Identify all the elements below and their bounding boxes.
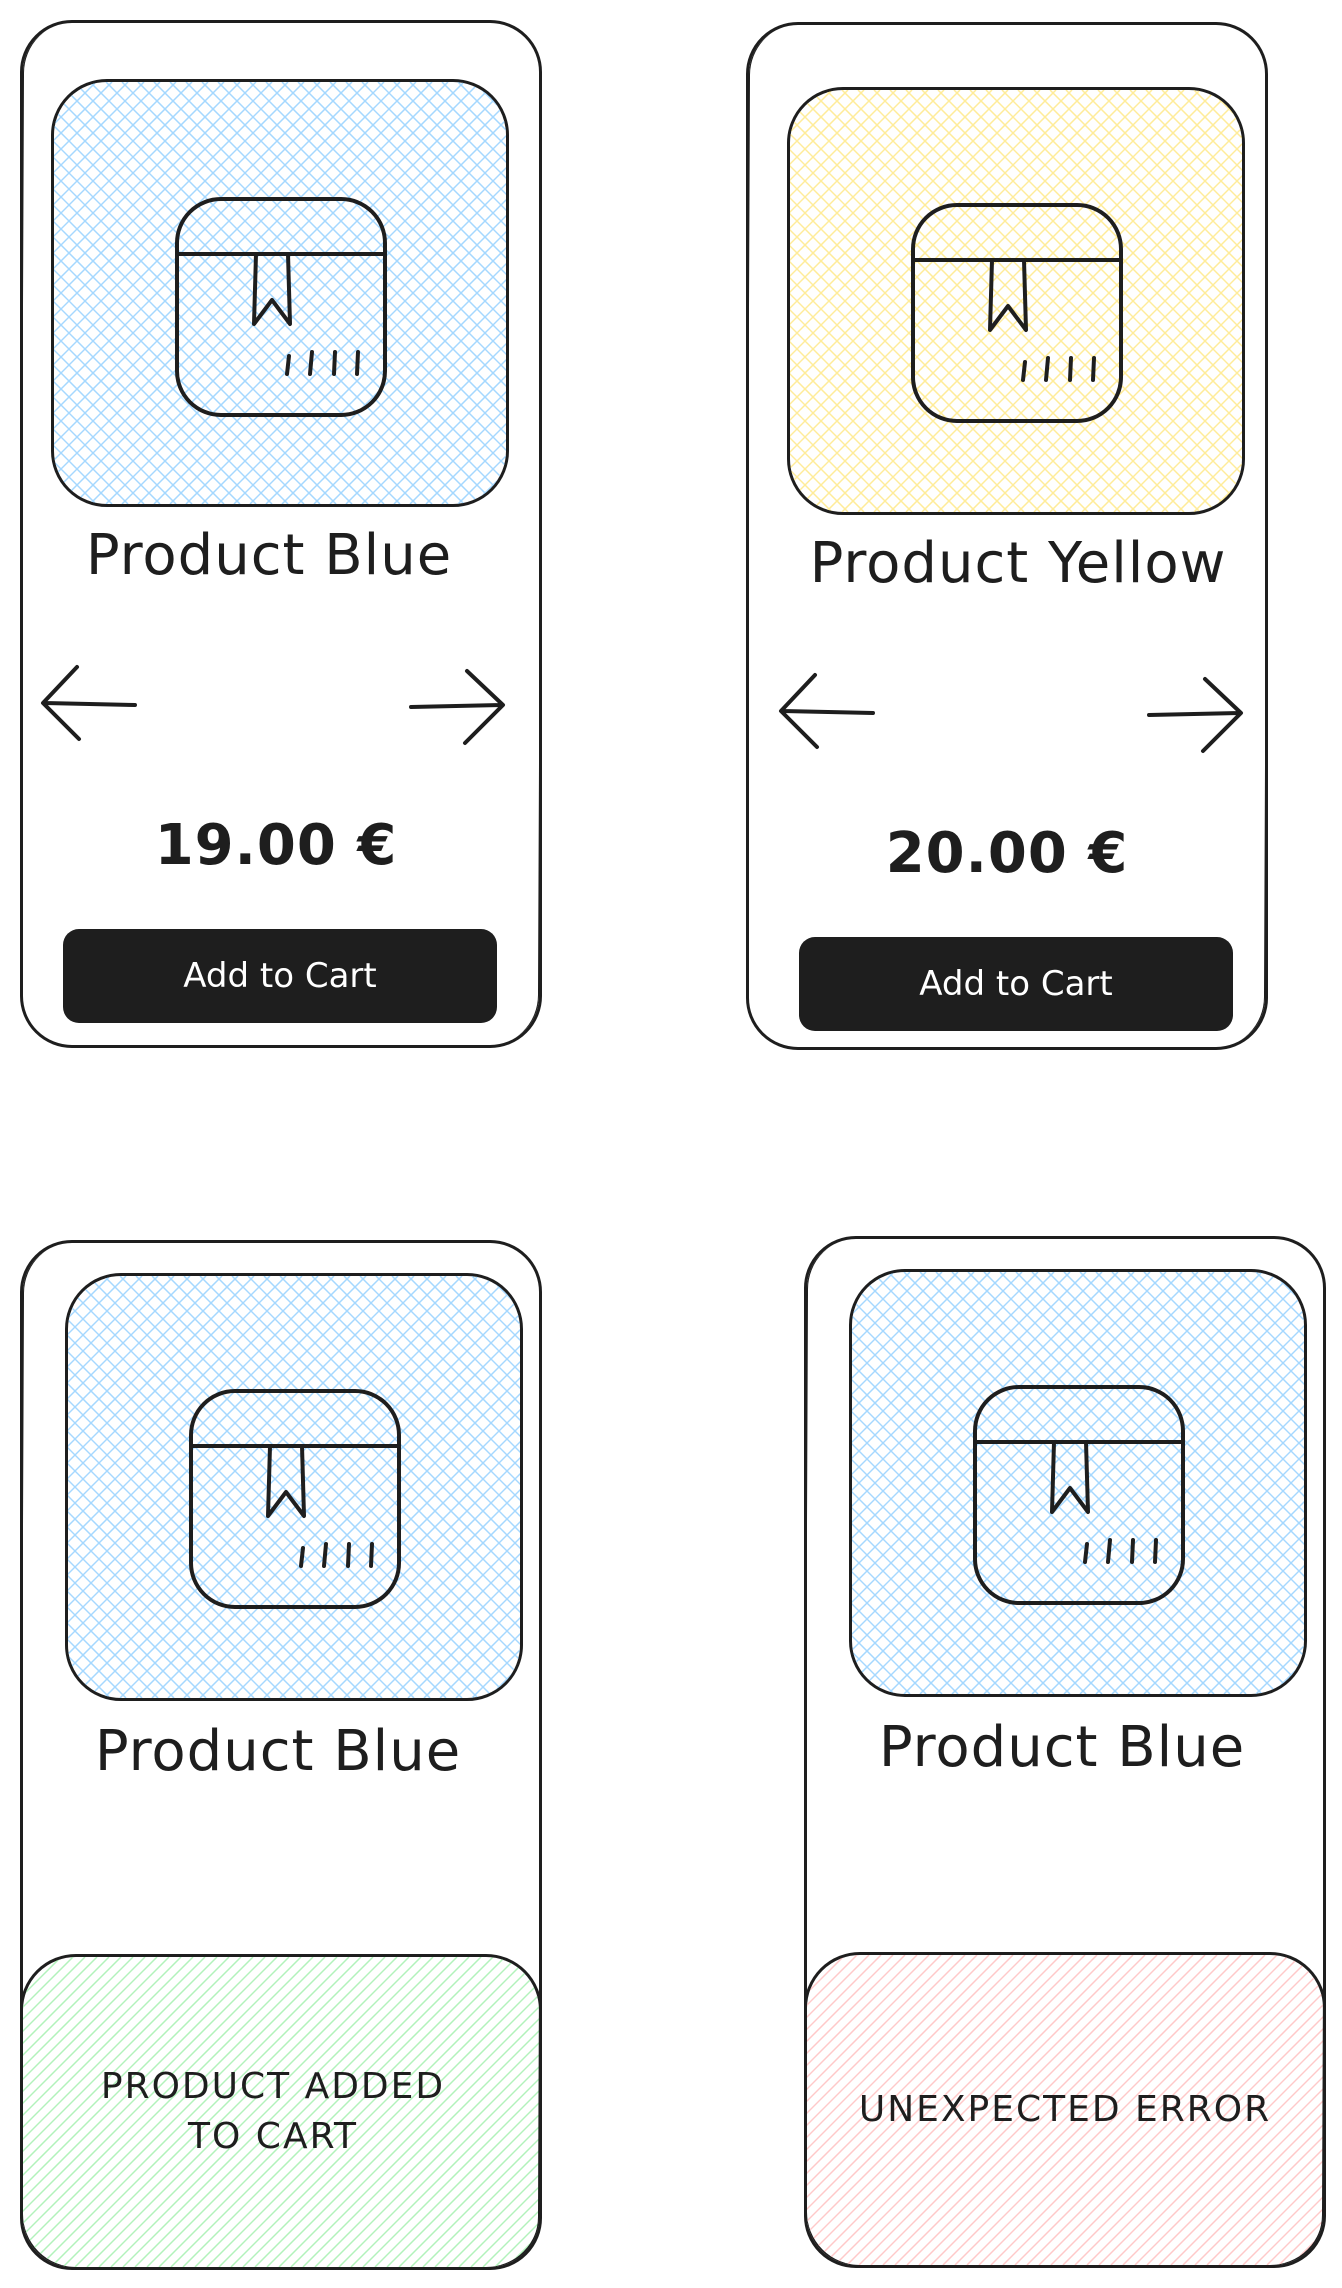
success-toast: PRODUCT ADDED TO CART — [23, 1954, 539, 2267]
product-title: Product Blue — [85, 523, 453, 588]
product-card-blue: Product Blue 19.00 € Add to Cart — [20, 20, 542, 1048]
arrow-right-icon[interactable] — [407, 667, 507, 747]
package-icon — [175, 197, 387, 417]
arrow-left-icon[interactable] — [777, 671, 877, 751]
error-message: UNEXPECTED ERROR — [858, 2089, 1272, 2130]
package-icon — [973, 1385, 1185, 1605]
toast-hatch-fill — [807, 1955, 1323, 2265]
product-price: 19.00 € — [154, 813, 398, 878]
product-title: Product Blue — [94, 1719, 462, 1784]
product-card-error: Product Blue UNEXPECTED ERROR — [804, 1236, 1326, 2268]
product-image — [65, 1273, 523, 1701]
product-image — [51, 79, 509, 507]
arrow-right-icon[interactable] — [1145, 675, 1245, 755]
product-title: Product Blue — [878, 1715, 1246, 1780]
image-hatch-fill — [852, 1272, 1304, 1694]
error-toast: UNEXPECTED ERROR — [807, 1952, 1323, 2265]
add-to-cart-button[interactable]: Add to Cart — [799, 937, 1233, 1031]
product-title: Product Yellow — [809, 531, 1227, 596]
product-image — [787, 87, 1245, 515]
image-hatch-fill — [790, 90, 1242, 512]
package-icon — [911, 203, 1123, 423]
product-card-added: Product Blue PRODUCT ADDED TO CART — [20, 1240, 542, 2270]
product-price: 20.00 € — [885, 821, 1129, 886]
add-to-cart-button[interactable]: Add to Cart — [63, 929, 497, 1023]
package-icon — [189, 1389, 401, 1609]
success-message: PRODUCT ADDED TO CART — [100, 2066, 446, 2157]
toast-hatch-fill — [23, 1957, 539, 2267]
product-image — [849, 1269, 1307, 1697]
product-card-yellow: Product Yellow 20.00 € Add to Cart — [746, 22, 1268, 1050]
arrow-left-icon[interactable] — [39, 663, 139, 743]
